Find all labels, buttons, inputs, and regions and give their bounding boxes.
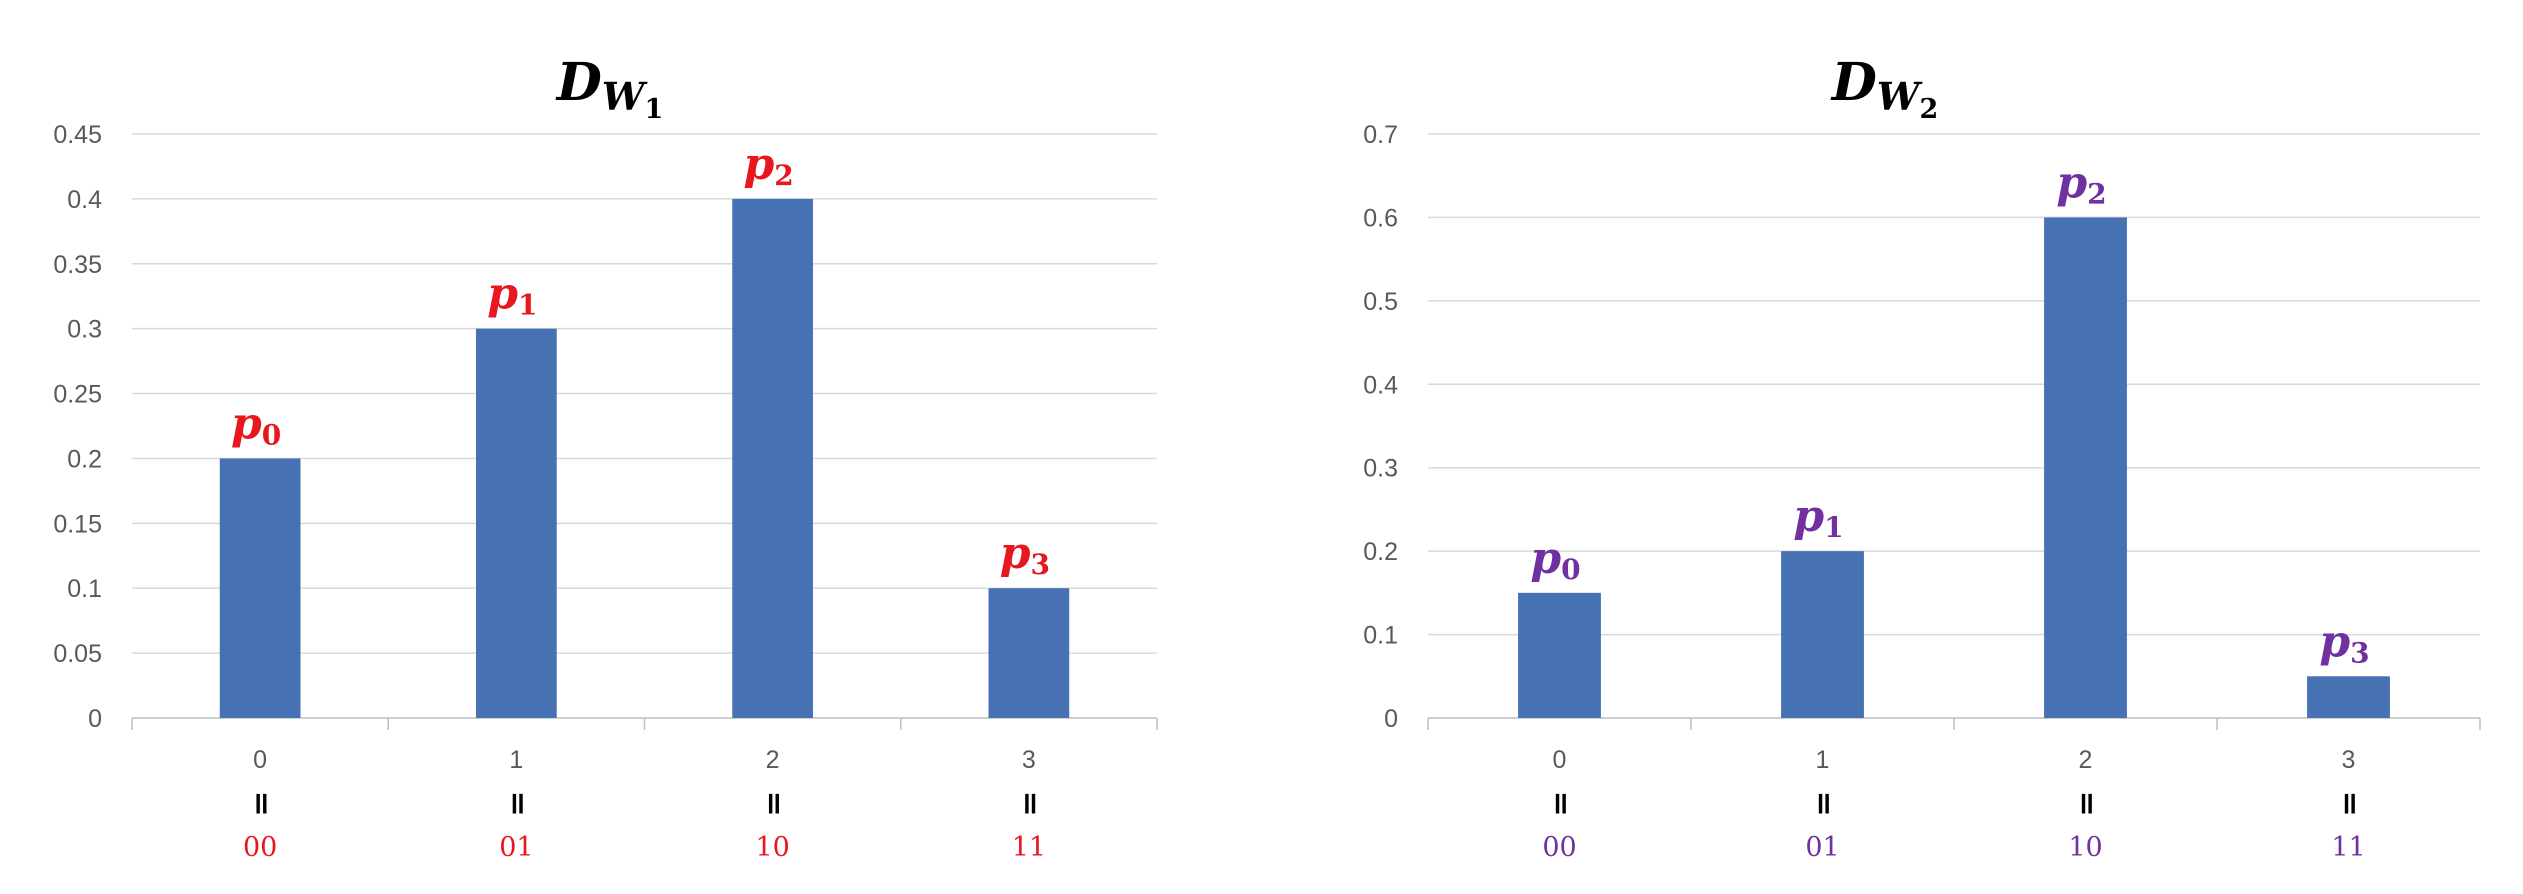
- y-tick-label: 0.2: [67, 445, 102, 473]
- bar: [1518, 592, 1601, 718]
- chart-title: DW1: [555, 52, 664, 125]
- equals-symbol: ॥: [507, 786, 525, 821]
- bar-label: p1: [1793, 491, 1843, 544]
- chart-title-main: D: [1830, 52, 1877, 113]
- equals-symbol: ॥: [2340, 786, 2358, 821]
- x-tick-label: 1: [1816, 746, 1830, 774]
- chart-panel-dw1: DW1 0 0.05 0.1 0.15 0.2 0.25 0.3 0.35 0.4 0.45 p0 0 ॥…: [0, 0, 1260, 894]
- bar: [219, 458, 301, 718]
- x-tick-label: 2: [2079, 746, 2093, 774]
- y-tick-label: 0.4: [1363, 371, 1398, 399]
- y-tick-label: 0.7: [1363, 121, 1398, 149]
- y-tick-label: 0.25: [53, 381, 102, 409]
- equals-symbol: ॥: [1551, 786, 1569, 821]
- chart-title-subsub: 2: [1919, 94, 1938, 125]
- y-tick-label: 0.2: [1363, 538, 1398, 566]
- x-tick-label: 1: [509, 746, 523, 774]
- y-tick-label: 0.1: [67, 575, 102, 603]
- y-tick-label: 0.5: [1363, 288, 1398, 316]
- y-tick-label: 0.05: [53, 640, 102, 668]
- y-tick-label: 0.1: [1363, 622, 1398, 650]
- y-tick-label: 0.45: [53, 121, 102, 149]
- chart-dw2: DW200.10.20.30.40.50.60.7p00॥00p11॥01p22…: [1363, 52, 2481, 863]
- y-tick-label: 0: [88, 705, 102, 733]
- bar-label: p0: [1530, 533, 1580, 586]
- x-tick-label: 3: [1022, 746, 1036, 774]
- chart-title: DW2: [1830, 52, 1939, 125]
- bar: [732, 198, 813, 718]
- binary-label: 10: [755, 832, 789, 863]
- chart-panel-dw2: DW2 0 0.1 0.2 0.3 0.4 0.5 0.6 0.7 p0 0 ॥ 00 p1 1 ॥ 01 p2 2…: [1300, 0, 2523, 894]
- bar: [2044, 217, 2127, 718]
- y-tick-label: 0.6: [1363, 204, 1398, 232]
- binary-label: 00: [1542, 832, 1576, 863]
- x-tick-label: 3: [2342, 746, 2356, 774]
- y-tick-label: 0.15: [53, 510, 102, 538]
- x-tick-label: 0: [253, 746, 267, 774]
- equals-symbol: ॥: [1814, 786, 1832, 821]
- equals-symbol: ॥: [1020, 786, 1038, 821]
- chart-title-main: D: [555, 52, 602, 113]
- bar-label: p3: [2319, 616, 2369, 669]
- bar: [476, 328, 557, 718]
- bar: [988, 588, 1070, 718]
- y-tick-label: 0.3: [1363, 455, 1398, 483]
- bar-label: p1: [487, 269, 537, 322]
- equals-symbol: ॥: [764, 786, 782, 821]
- chart-title-subsub: 1: [644, 94, 663, 125]
- chart-title-sub: W: [602, 74, 648, 119]
- binary-label: 11: [1012, 832, 1046, 863]
- bar: [2307, 676, 2390, 718]
- binary-label: 10: [2068, 832, 2102, 863]
- chart-dw1: DW100.050.10.150.20.250.30.350.40.45p00॥…: [53, 52, 1158, 863]
- bar: [1781, 551, 1864, 718]
- bar-label: p3: [1000, 528, 1050, 581]
- x-tick-label: 0: [1553, 746, 1567, 774]
- binary-label: 11: [2331, 832, 2365, 863]
- equals-symbol: ॥: [2077, 786, 2095, 821]
- bar-label: p2: [2056, 157, 2106, 210]
- bar-label: p2: [744, 139, 794, 192]
- y-tick-label: 0.35: [53, 251, 102, 279]
- y-tick-label: 0.3: [67, 316, 102, 344]
- y-tick-label: 0.4: [67, 186, 102, 214]
- bar-label: p0: [231, 398, 281, 451]
- x-tick-label: 2: [766, 746, 780, 774]
- equals-symbol: ॥: [251, 786, 269, 821]
- y-tick-label: 0: [1384, 705, 1398, 733]
- binary-label: 00: [243, 832, 277, 863]
- binary-label: 01: [499, 832, 533, 863]
- binary-label: 01: [1805, 832, 1839, 863]
- chart-title-sub: W: [1877, 74, 1923, 119]
